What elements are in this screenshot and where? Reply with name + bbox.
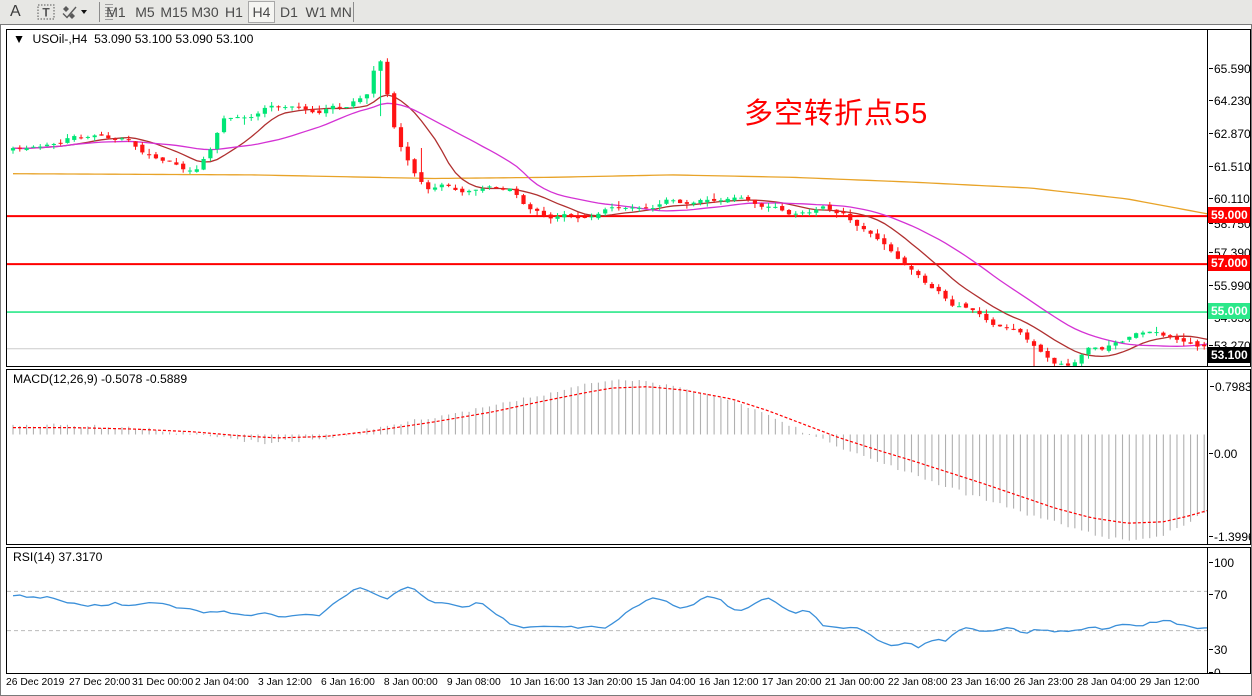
svg-text:T: T [42,6,50,20]
